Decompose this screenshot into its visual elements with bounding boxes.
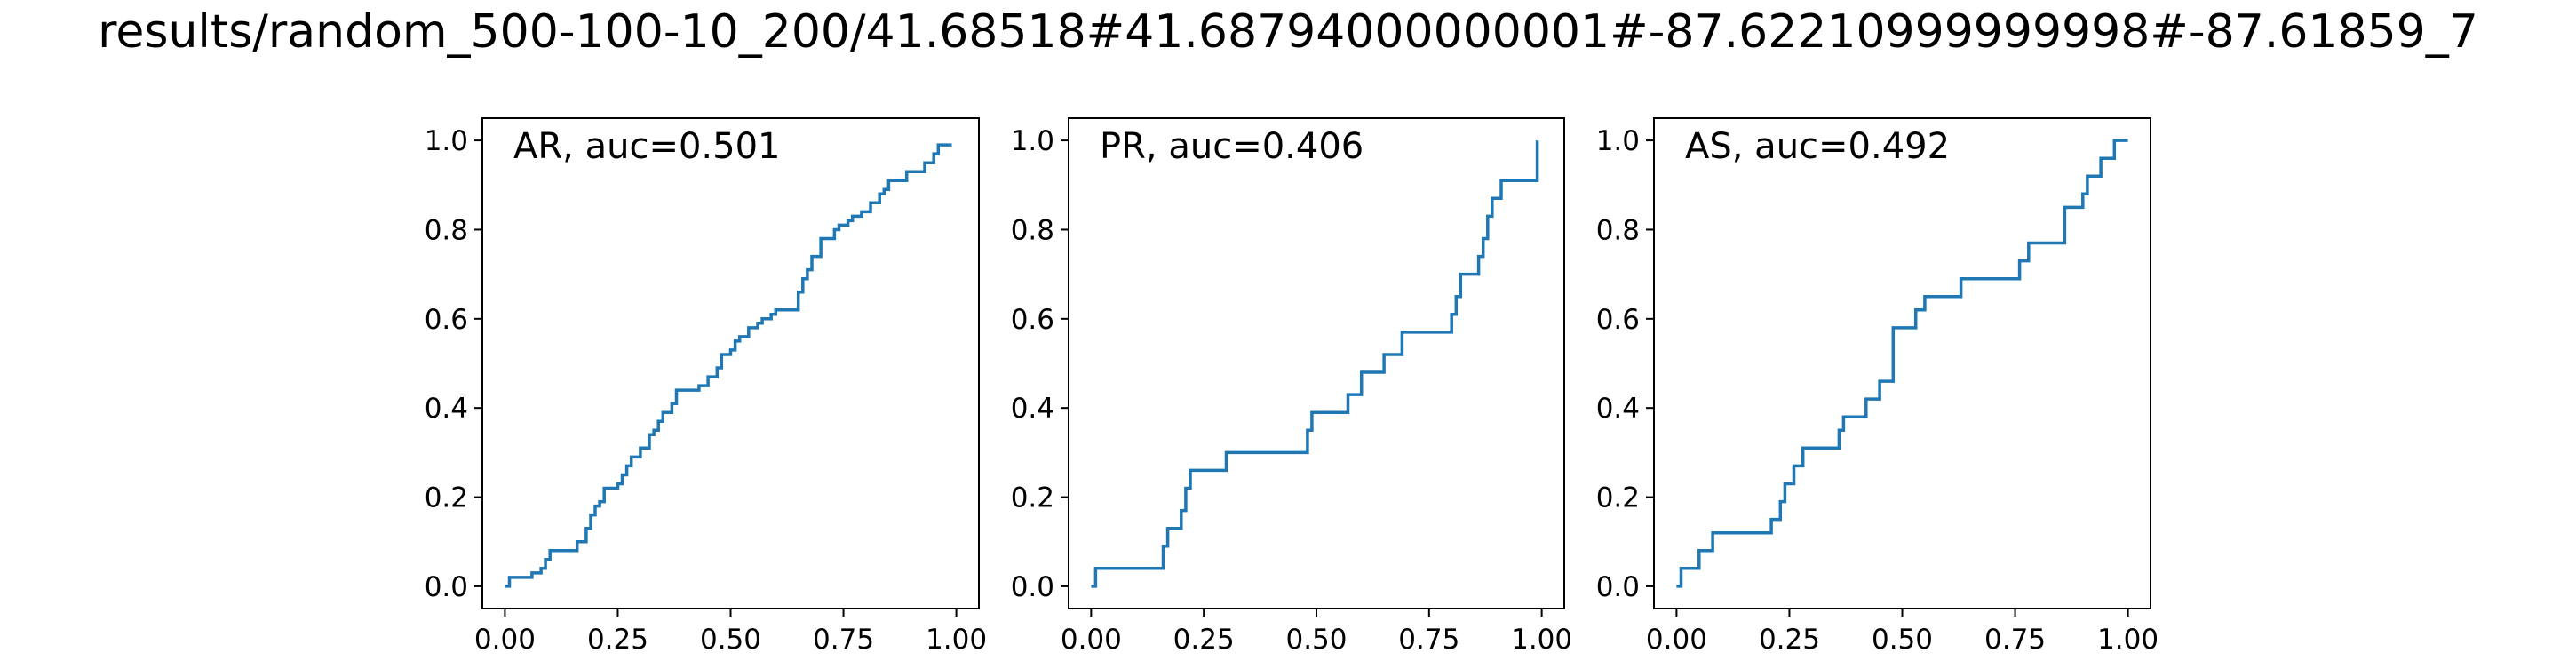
y-tick-label: 1.0 xyxy=(1011,125,1054,157)
y-tick-label: 0.8 xyxy=(425,214,468,246)
y-tick-label: 0.0 xyxy=(1011,571,1054,603)
chart-panel-3: 0.00 0.25 0.50 0.75 1.00 0.0 0.2 0.4 0.6 0.8 1.0 AS… xyxy=(1596,117,2159,656)
panel-title: AR, auc=0.501 xyxy=(513,126,780,167)
y-tick-label: 0.2 xyxy=(425,482,468,514)
y-tick-label: 0.0 xyxy=(425,571,468,603)
x-tick-label: 0.50 xyxy=(700,624,761,656)
x-tick-label: 0.25 xyxy=(587,624,648,656)
y-tick-label: 0.0 xyxy=(1596,571,1640,603)
chart-panel-2: 0.00 0.25 0.50 0.75 1.00 0.0 0.2 0.4 0.6 0.8 1.0 PR… xyxy=(1011,117,1572,656)
y-tick-label: 0.4 xyxy=(1596,393,1640,425)
x-tick-label: 0.50 xyxy=(1872,624,1933,656)
x-tick-label: 0.75 xyxy=(813,624,874,656)
plot-frame xyxy=(481,117,980,609)
panel-title: AS, auc=0.492 xyxy=(1685,126,1950,167)
plot-frame xyxy=(1068,117,1565,609)
y-tick-label: 0.8 xyxy=(1596,214,1640,246)
y-tick-label: 0.8 xyxy=(1011,214,1054,246)
y-tick-label: 0.2 xyxy=(1011,482,1054,514)
x-tick-label: 0.00 xyxy=(474,624,536,656)
plot-frame xyxy=(1653,117,2151,609)
x-tick-label: 0.00 xyxy=(1061,624,1122,656)
x-tick-label: 0.75 xyxy=(1984,624,2046,656)
y-tick-label: 0.6 xyxy=(425,304,468,336)
y-tick-label: 1.0 xyxy=(1596,125,1640,157)
x-tick-label: 1.00 xyxy=(2097,624,2159,656)
y-tick-label: 0.2 xyxy=(1596,482,1640,514)
x-tick-label: 0.75 xyxy=(1398,624,1459,656)
y-tick-label: 0.6 xyxy=(1011,304,1054,336)
x-tick-label: 1.00 xyxy=(926,624,987,656)
roc-curve-line xyxy=(1091,140,1539,588)
x-tick-label: 0.25 xyxy=(1759,624,1820,656)
x-tick-label: 0.25 xyxy=(1173,624,1235,656)
y-tick-label: 1.0 xyxy=(425,125,468,157)
panel-title: PR, auc=0.406 xyxy=(1100,126,1364,167)
y-tick-label: 0.4 xyxy=(1011,393,1054,425)
x-tick-label: 0.00 xyxy=(1646,624,1707,656)
y-tick-label: 0.4 xyxy=(425,393,468,425)
chart-panel-1: 0.00 0.25 0.50 0.75 1.00 0.0 0.2 0.4 0.6 0.8 1.0 AR… xyxy=(425,117,987,656)
x-tick-label: 0.50 xyxy=(1285,624,1347,656)
roc-curve-line xyxy=(505,143,952,588)
y-tick-label: 0.6 xyxy=(1596,304,1640,336)
x-tick-label: 1.00 xyxy=(1511,624,1572,656)
roc-curve-line xyxy=(1676,139,2128,588)
figure-title: results/random_500-100-10_200/41.68518#4… xyxy=(98,5,2478,59)
